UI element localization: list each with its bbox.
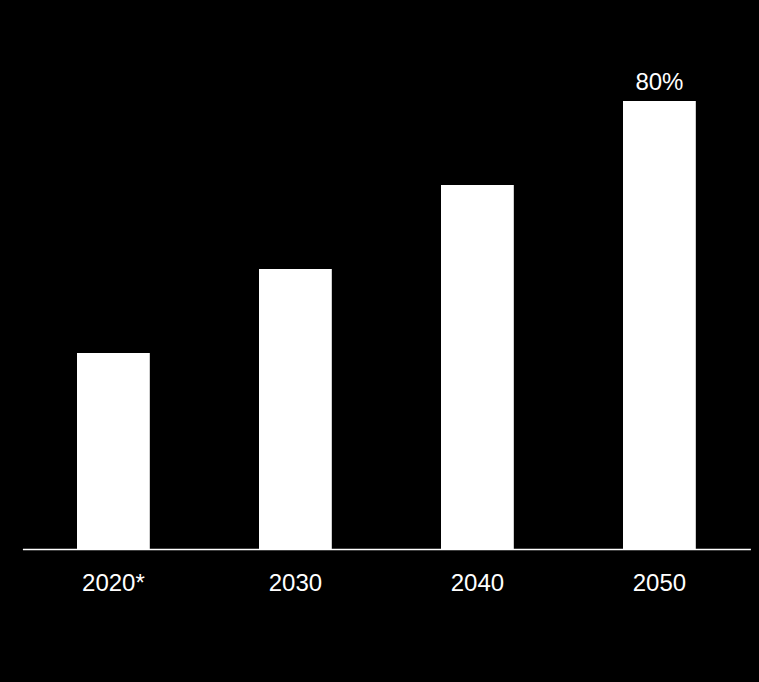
x-tick: 2020* — [82, 569, 145, 596]
bar — [623, 101, 696, 549]
x-tick-label: 2030 — [269, 569, 322, 596]
x-axis-line — [23, 549, 751, 551]
x-tick-label: 2020* — [82, 569, 145, 596]
x-tick: 2050 — [633, 569, 686, 596]
chart: 2020* 2030 2040 2050 80% — [0, 0, 759, 682]
x-tick: 2040 — [451, 569, 504, 596]
bar — [77, 353, 150, 549]
data-labels: 80% — [635, 68, 683, 95]
data-label: 80% — [635, 68, 683, 95]
bar — [441, 185, 514, 549]
x-tick: 2030 — [269, 569, 322, 596]
bars — [77, 101, 696, 549]
x-tick-label: 2050 — [633, 569, 686, 596]
bar — [259, 269, 332, 549]
x-axis: 2020* 2030 2040 2050 — [23, 550, 751, 597]
background — [0, 0, 759, 682]
x-tick-label: 2040 — [451, 569, 504, 596]
